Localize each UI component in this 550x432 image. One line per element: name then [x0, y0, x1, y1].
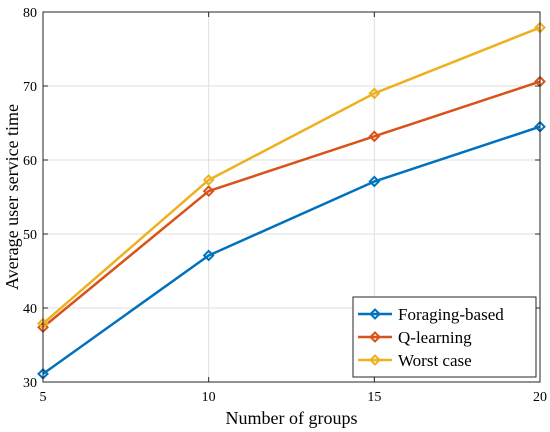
series-line [42, 26, 541, 325]
y-axis-label: Average user service time [2, 104, 22, 290]
plot-frame [42, 11, 541, 383]
legend-item: Foraging-based [358, 305, 504, 324]
y-tick-label: 40 [23, 302, 37, 317]
legend-marker [369, 354, 381, 366]
legend-marker [369, 308, 381, 320]
legend-label: Q-learning [398, 328, 472, 347]
legend: Foraging-based Q-learning Worst case [352, 296, 537, 378]
legend-item: Q-learning [358, 328, 472, 347]
data-point-marker [202, 185, 215, 197]
series-worst-case [37, 21, 546, 330]
series-lines [37, 21, 546, 380]
series-q-learning [37, 75, 546, 334]
series-line [42, 125, 541, 375]
series-line [42, 80, 541, 329]
data-point-marker [368, 130, 381, 143]
legend-label: Worst case [398, 351, 472, 370]
y-tick-label: 70 [23, 80, 37, 95]
axis-ticks: 5 10 15 20 30 40 50 60 70 80 [23, 6, 547, 405]
legend-item: Worst case [358, 351, 472, 370]
x-tick-label: 20 [533, 390, 547, 405]
y-tick-label: 30 [23, 376, 37, 391]
data-point-marker [202, 174, 215, 186]
y-tick-label: 50 [23, 228, 37, 243]
data-point-marker [202, 249, 215, 262]
legend-marker [369, 331, 381, 343]
data-point-marker [368, 87, 381, 100]
legend-label: Foraging-based [398, 305, 504, 324]
x-axis-label: Number of groups [226, 408, 358, 428]
series-foraging-based [37, 120, 546, 380]
x-tick-label: 5 [40, 390, 47, 405]
x-tick-label: 15 [367, 390, 381, 405]
x-tick-label: 10 [202, 390, 216, 405]
y-tick-label: 60 [23, 154, 37, 169]
data-point-marker [368, 175, 381, 188]
y-tick-label: 80 [23, 6, 37, 21]
